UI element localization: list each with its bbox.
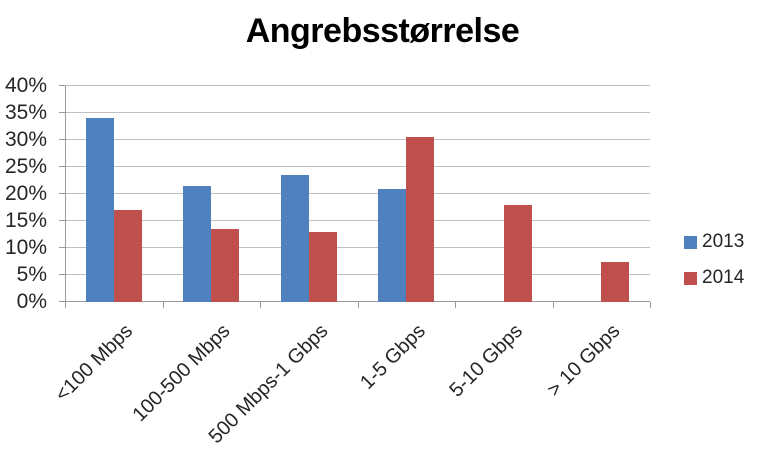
y-tick-label: 5%	[16, 263, 47, 286]
y-tick	[59, 112, 65, 113]
bar-2013-<100 Mbps	[85, 118, 114, 302]
x-category-label: 1-5 Gbps	[356, 320, 430, 394]
bar-2013-1-5 Gbps	[378, 188, 407, 302]
x-tick	[552, 302, 554, 308]
plot-area	[59, 85, 651, 308]
chart-title: Angrebsstørrelse	[245, 12, 520, 50]
legend-swatch-2013-icon	[684, 235, 697, 249]
y-tick	[59, 139, 65, 140]
bar-2014-5-10 Gbps	[503, 204, 532, 302]
x-category-label: 5-10 Gbps	[445, 320, 528, 402]
y-tick-label: 25%	[4, 155, 47, 178]
bar-2014-500 Mbps-1 Gbps	[308, 231, 337, 302]
y-tick	[59, 193, 65, 194]
y-tick-label: 40%	[4, 74, 47, 97]
legend-label-2013: 2013	[702, 231, 745, 252]
gridline-20	[65, 193, 650, 194]
y-tick	[59, 247, 65, 248]
gridline-25	[65, 166, 650, 167]
y-tick-label: 10%	[4, 236, 47, 259]
x-tick	[455, 302, 456, 308]
x-tick	[65, 302, 66, 308]
bar-2013-500 Mbps-1 Gbps	[280, 175, 309, 302]
y-tick-label: 0%	[16, 290, 47, 313]
x-tick	[260, 302, 261, 308]
bar-2014-> 10 Gbps	[601, 261, 630, 302]
y-tick-label: 30%	[4, 128, 47, 151]
gridline-35	[65, 112, 650, 113]
gridline-30	[65, 139, 650, 140]
gridline-40	[65, 85, 650, 86]
legend-item-2013: 2013	[684, 232, 744, 252]
gridline-10	[65, 247, 650, 248]
legend-swatch-2014-icon	[684, 271, 697, 285]
legend-label-2014: 2014	[702, 267, 745, 288]
x-tick	[650, 302, 651, 308]
gridline-15	[65, 220, 650, 221]
x-category-label: > 10 Gbps	[543, 320, 625, 402]
x-tick	[357, 302, 359, 308]
bar-2013-100-500 Mbps	[183, 185, 212, 302]
legend-item-2014: 2014	[684, 268, 744, 288]
gridline-5	[65, 274, 650, 275]
bar-2014-<100 Mbps	[113, 210, 142, 302]
x-axis-line	[65, 301, 650, 302]
y-tick-label: 20%	[4, 182, 47, 205]
y-tick	[59, 166, 65, 167]
y-tick-label: 35%	[4, 101, 47, 124]
y-tick	[59, 220, 65, 221]
x-category-label: 100-500 Mbps	[128, 320, 235, 426]
y-tick	[59, 301, 65, 302]
y-axis-line	[65, 86, 66, 302]
y-tick	[59, 274, 65, 275]
bar-2014-100-500 Mbps	[211, 229, 240, 302]
x-tick	[162, 302, 164, 308]
legend: 2013 2014	[684, 232, 744, 288]
bar-2014-1-5 Gbps	[406, 137, 435, 302]
y-tick-label: 15%	[4, 209, 47, 232]
x-category-label: <100 Mbps	[51, 320, 138, 406]
y-tick	[59, 85, 65, 86]
